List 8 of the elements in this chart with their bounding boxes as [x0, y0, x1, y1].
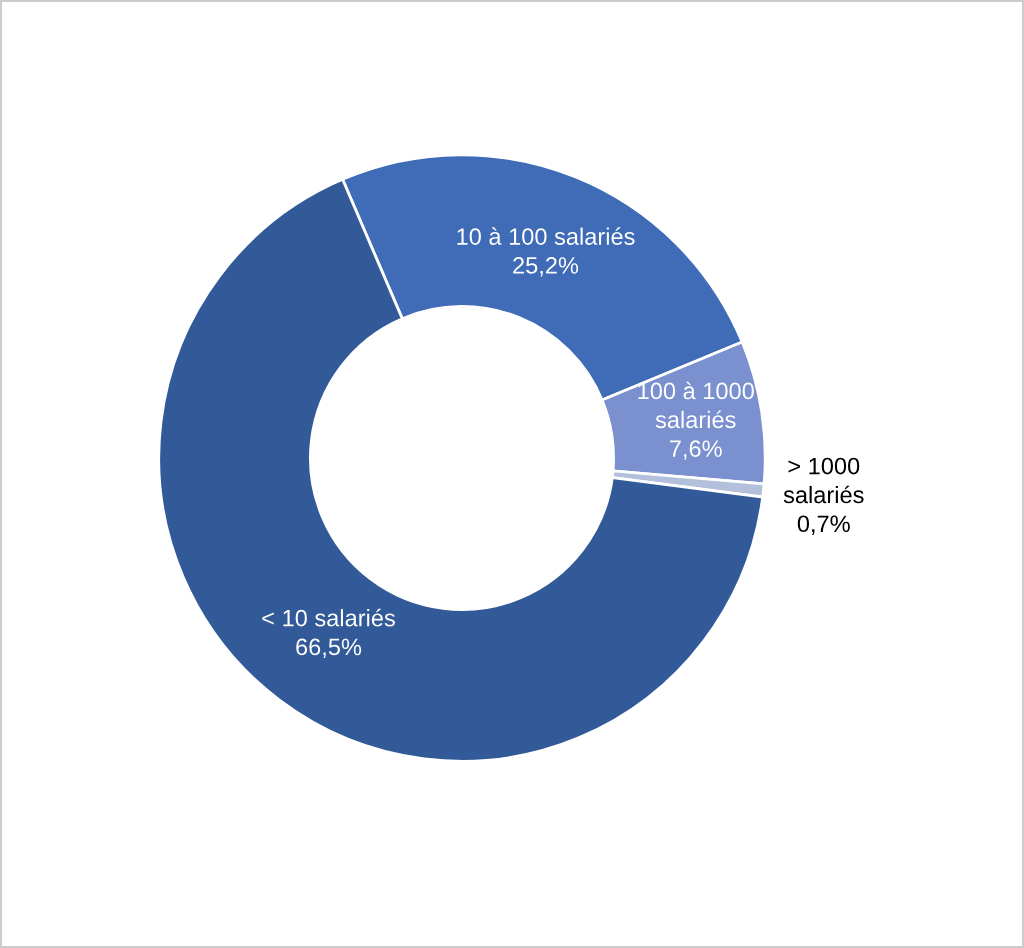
data-label: 0,7%	[797, 515, 850, 535]
data-label: 25,2%	[513, 257, 579, 277]
slice-label: < 10 salariés	[262, 608, 395, 627]
data-label: 66,5%	[296, 638, 362, 659]
slice-label: > 1000 salariés	[783, 457, 864, 504]
slice-label: 100 à 1000 salariés	[638, 381, 754, 429]
data-label: 7,6%	[670, 440, 722, 460]
slice-label: 10 à 100 salariés	[457, 227, 635, 245]
